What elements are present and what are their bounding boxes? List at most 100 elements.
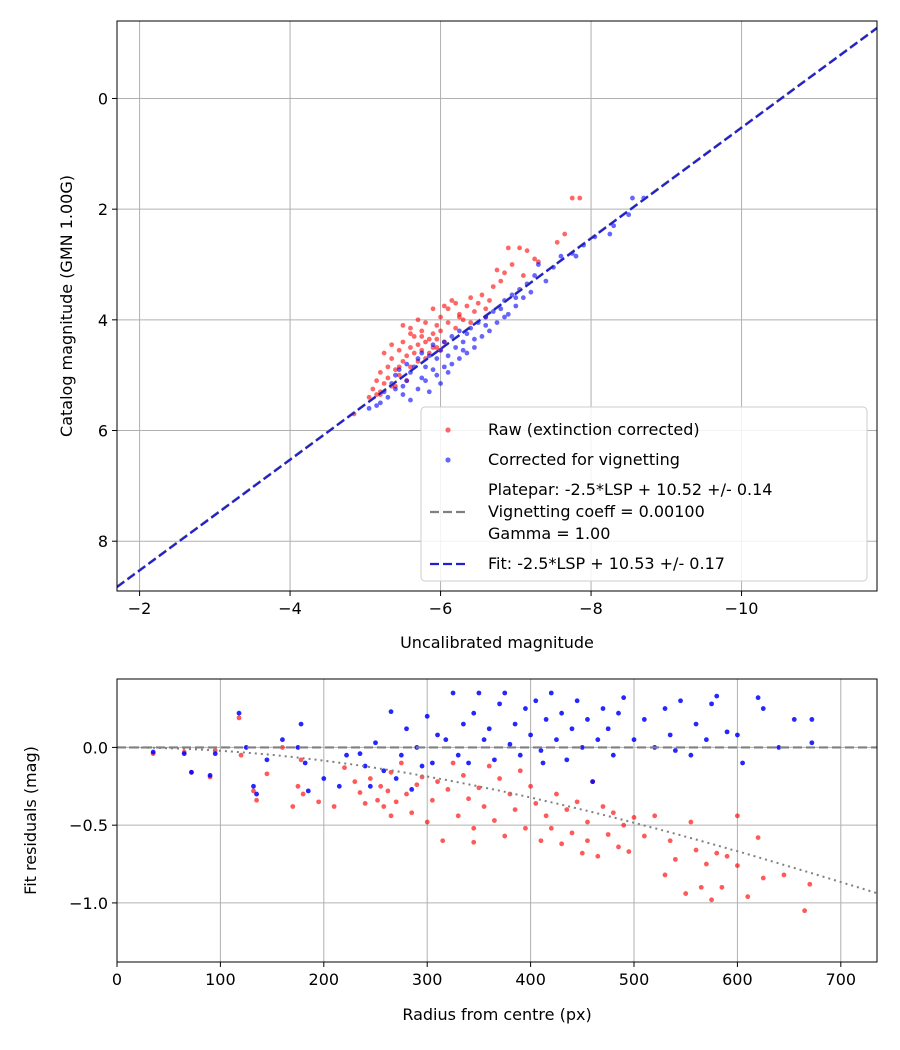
bottom-point-corrected xyxy=(321,776,327,781)
bottom-point-raw xyxy=(352,779,358,785)
top-point-corrected xyxy=(532,273,538,278)
bottom-point-raw xyxy=(362,800,368,806)
bottom-point-corrected xyxy=(595,737,601,743)
top-point-corrected xyxy=(438,347,443,353)
bottom-point-raw xyxy=(735,863,740,868)
top-point-raw xyxy=(385,375,391,381)
top-point-raw xyxy=(464,303,470,309)
bottom-point-raw xyxy=(585,819,590,825)
bottom-point-corrected xyxy=(393,776,399,781)
bottom-point-raw xyxy=(378,783,384,789)
bottom-point-raw xyxy=(251,788,256,794)
top-point-corrected xyxy=(423,378,428,384)
bottom-point-corrected xyxy=(357,751,363,757)
bottom-point-raw xyxy=(714,850,720,856)
bottom-point-raw xyxy=(331,804,337,809)
bottom-point-corrected xyxy=(236,710,242,716)
bottom-point-corrected xyxy=(212,751,218,757)
bottom-point-raw xyxy=(512,807,518,813)
top-point-raw xyxy=(494,267,500,273)
bottom-point-corrected xyxy=(809,717,815,722)
bottom-point-raw xyxy=(466,796,471,802)
top-point-corrected xyxy=(607,231,613,237)
bottom-series-corrected xyxy=(150,690,815,797)
bottom-point-corrected xyxy=(243,745,249,750)
bottom-point-raw xyxy=(579,850,585,856)
top-point-corrected xyxy=(630,195,635,201)
bottom-point-raw xyxy=(631,814,637,820)
bottom-point-raw xyxy=(724,853,730,859)
top-point-raw xyxy=(430,306,436,312)
bottom-point-raw xyxy=(435,779,440,785)
top-plot-frame xyxy=(116,20,878,592)
bottom-point-corrected xyxy=(735,732,740,738)
top-point-corrected xyxy=(377,400,383,406)
bottom-point-raw xyxy=(357,790,363,795)
bottom-point-corrected xyxy=(150,749,156,755)
bottom-point-corrected xyxy=(295,745,301,750)
bottom-y-tick-label: −1.0 xyxy=(69,894,108,913)
bottom-point-corrected xyxy=(776,745,782,750)
top-series-raw xyxy=(351,195,583,417)
top-point-raw xyxy=(524,248,530,254)
bottom-point-raw xyxy=(385,788,391,794)
bottom-point-raw xyxy=(409,810,415,816)
legend-entry-text: Platepar: -2.5*LSP + 10.52 +/- 0.14 xyxy=(488,480,772,499)
top-point-corrected xyxy=(426,389,432,395)
top-y-tick-label: 6 xyxy=(98,422,108,441)
bottom-point-raw xyxy=(683,891,689,896)
top-fit-lines xyxy=(117,26,877,589)
bottom-point-raw xyxy=(528,783,534,789)
bottom-point-corrected xyxy=(298,721,304,727)
bottom-panel: Radius from centre (px) Fit residuals (m… xyxy=(21,678,878,1024)
bottom-point-raw xyxy=(471,839,477,845)
bottom-point-corrected xyxy=(688,752,694,758)
top-point-raw xyxy=(498,278,504,284)
top-y-tick-label: 2 xyxy=(98,200,108,219)
bottom-point-corrected xyxy=(616,710,621,716)
bottom-point-raw xyxy=(781,872,787,878)
top-fit_line xyxy=(117,27,877,589)
top-point-raw xyxy=(475,300,481,306)
bottom-point-raw xyxy=(574,799,580,805)
bottom-point-raw xyxy=(616,844,621,850)
bottom-point-corrected xyxy=(466,760,471,766)
bottom-point-raw xyxy=(735,813,740,819)
top-point-corrected xyxy=(445,370,451,375)
bottom-point-corrected xyxy=(564,757,570,763)
top-point-corrected xyxy=(483,322,489,328)
bottom-point-raw xyxy=(502,833,508,839)
top-point-corrected xyxy=(408,397,413,403)
bottom-point-raw xyxy=(626,849,632,854)
top-point-raw xyxy=(483,306,489,312)
top-point-corrected xyxy=(456,328,462,334)
bottom-point-corrected xyxy=(621,695,627,701)
bottom-point-corrected xyxy=(251,783,256,789)
bottom-point-corrected xyxy=(667,732,673,738)
top-point-raw xyxy=(423,320,428,326)
top-point-raw xyxy=(423,339,428,345)
top-x-tick-label: −8 xyxy=(579,599,603,618)
bottom-point-corrected xyxy=(538,748,544,753)
bottom-x-axis-label: Radius from centre (px) xyxy=(402,1005,591,1024)
bottom-point-raw xyxy=(476,785,482,791)
top-point-raw xyxy=(434,322,440,328)
top-panel: −2 −4 −6 −8 −10 0 2 4 6 8 Raw (extinction correct… xyxy=(57,20,878,652)
top-point-raw xyxy=(517,245,522,251)
bottom-point-corrected xyxy=(610,752,616,758)
bottom-point-raw xyxy=(486,763,492,769)
bottom-point-raw xyxy=(548,825,554,831)
top-point-raw xyxy=(377,370,383,375)
bottom-point-raw xyxy=(450,760,456,766)
bottom-point-corrected xyxy=(631,737,637,743)
bottom-point-corrected xyxy=(523,706,528,711)
top-point-corrected xyxy=(456,356,462,361)
bottom-point-corrected xyxy=(569,726,575,732)
bottom-x-tick-label: 300 xyxy=(412,970,443,989)
top-point-raw xyxy=(426,336,432,342)
top-point-corrected xyxy=(404,361,410,367)
top-point-corrected xyxy=(558,253,564,259)
top-point-corrected xyxy=(374,403,380,409)
top-point-corrected xyxy=(494,320,500,326)
